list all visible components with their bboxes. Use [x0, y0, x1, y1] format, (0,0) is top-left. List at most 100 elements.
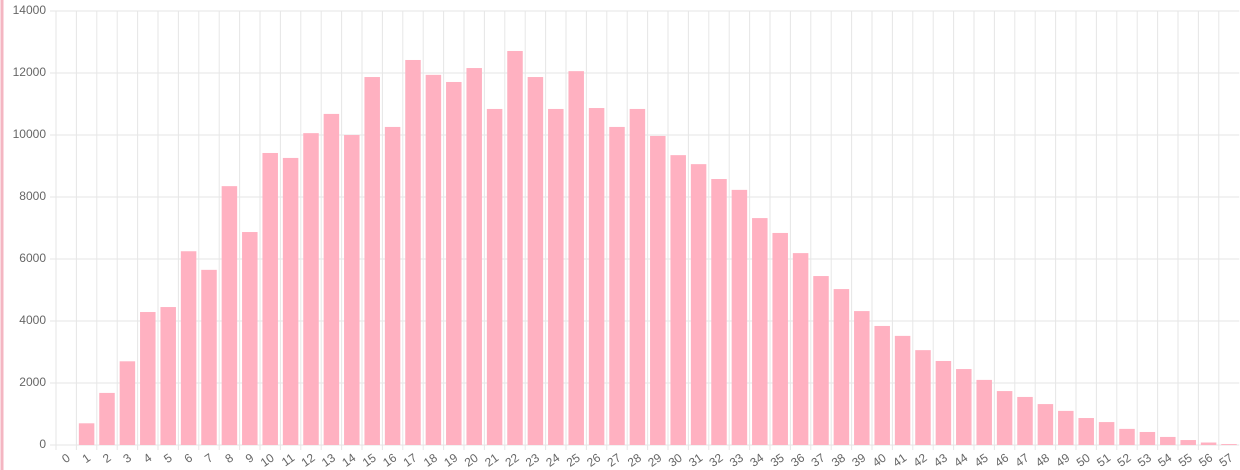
x-tick-label: 26 — [584, 450, 603, 469]
bar — [833, 289, 850, 445]
bar — [650, 135, 666, 445]
bar — [1098, 422, 1115, 445]
bar — [1200, 442, 1217, 445]
bar — [935, 360, 952, 445]
bar — [1160, 436, 1176, 445]
bar — [78, 423, 95, 445]
x-tick-label: 3 — [120, 450, 134, 465]
bar — [854, 311, 870, 445]
x-tick-label: 25 — [564, 450, 583, 469]
bar — [1017, 396, 1033, 445]
x-tick-label: 32 — [707, 450, 726, 469]
x-tick-label: 49 — [1053, 450, 1072, 469]
x-tick-label: 30 — [666, 450, 685, 469]
bar — [1119, 428, 1135, 445]
bar — [752, 218, 768, 445]
bar — [201, 269, 217, 445]
bar — [425, 74, 442, 446]
bar — [486, 108, 503, 446]
x-tick-label: 23 — [523, 450, 542, 469]
bar — [956, 369, 972, 445]
x-tick-label: 24 — [543, 450, 562, 469]
bar — [507, 50, 523, 446]
x-tick-label: 0 — [59, 450, 73, 465]
x-tick-label: 5 — [161, 450, 175, 465]
x-tick-label: 20 — [462, 450, 481, 469]
x-tick-label: 45 — [972, 450, 991, 469]
bar — [1078, 418, 1094, 445]
bar — [99, 392, 115, 445]
bar — [1180, 440, 1196, 445]
x-tick-label: 10 — [258, 450, 277, 469]
x-tick-label: 47 — [1013, 450, 1032, 469]
x-tick-label: 43 — [931, 450, 950, 469]
x-tick-label: 1 — [80, 450, 94, 465]
x-tick-label: 38 — [829, 450, 848, 469]
y-tick-label: 4000 — [19, 313, 46, 327]
bar — [548, 108, 564, 446]
x-tick-label: 11 — [279, 450, 298, 469]
x-tick-label: 56 — [1196, 450, 1215, 469]
x-tick-label: 8 — [222, 450, 236, 465]
x-tick-label: 27 — [605, 450, 624, 469]
x-tick-label: 42 — [911, 450, 930, 469]
x-tick-label: 16 — [380, 450, 399, 469]
bar — [221, 186, 238, 445]
x-tick-label: 34 — [747, 450, 766, 469]
bar — [303, 133, 319, 445]
bar — [364, 77, 380, 445]
x-tick-label: 48 — [1033, 450, 1052, 469]
x-tick-label: 33 — [727, 450, 746, 469]
x-tick-label: 18 — [421, 450, 440, 469]
x-tick-label: 4 — [141, 450, 155, 465]
bar — [344, 135, 360, 445]
x-tick-label: 22 — [503, 450, 522, 469]
x-tick-label: 46 — [992, 450, 1011, 469]
x-tick-label: 14 — [339, 450, 358, 469]
x-tick-label: 51 — [1094, 450, 1113, 469]
bar — [1058, 410, 1074, 445]
x-tick-label: 2 — [100, 450, 114, 465]
bar — [527, 77, 544, 445]
bar — [323, 113, 340, 446]
x-tick-label: 15 — [360, 450, 379, 469]
x-tick-label: 54 — [1155, 450, 1174, 469]
x-tick-label: 53 — [1135, 450, 1154, 469]
bar — [568, 71, 584, 445]
bar — [813, 276, 829, 445]
bar — [670, 155, 686, 445]
bar — [874, 325, 890, 445]
x-tick-label: 36 — [788, 450, 807, 469]
bar — [976, 379, 992, 445]
y-tick-label: 14000 — [13, 3, 47, 17]
x-tick-label: 37 — [809, 450, 828, 469]
x-tick-label: 57 — [1217, 450, 1236, 469]
bar — [446, 81, 462, 446]
x-tick-label: 40 — [870, 450, 889, 469]
bar — [629, 108, 646, 446]
bar — [915, 350, 931, 445]
x-tick-label: 31 — [686, 450, 705, 469]
y-tick-label: 0 — [39, 437, 46, 451]
bar — [384, 126, 401, 445]
y-tick-label: 8000 — [19, 189, 46, 203]
x-tick-label: 19 — [441, 450, 460, 469]
x-tick-label: 39 — [849, 450, 868, 469]
x-tick-label: 12 — [299, 450, 318, 469]
x-tick-label: 41 — [890, 450, 909, 469]
x-tick-label: 35 — [768, 450, 787, 469]
bar — [609, 126, 625, 445]
x-tick-label: 28 — [625, 450, 644, 469]
y-tick-label: 12000 — [13, 65, 47, 79]
bar — [711, 179, 727, 445]
bar — [792, 253, 809, 445]
bar — [140, 312, 156, 445]
bar — [405, 59, 421, 445]
x-tick-label: 17 — [401, 450, 420, 469]
x-tick-label: 55 — [1176, 450, 1195, 469]
bar — [894, 335, 911, 445]
bar — [262, 152, 278, 446]
y-tick-label: 2000 — [19, 375, 46, 389]
bar — [466, 68, 482, 445]
